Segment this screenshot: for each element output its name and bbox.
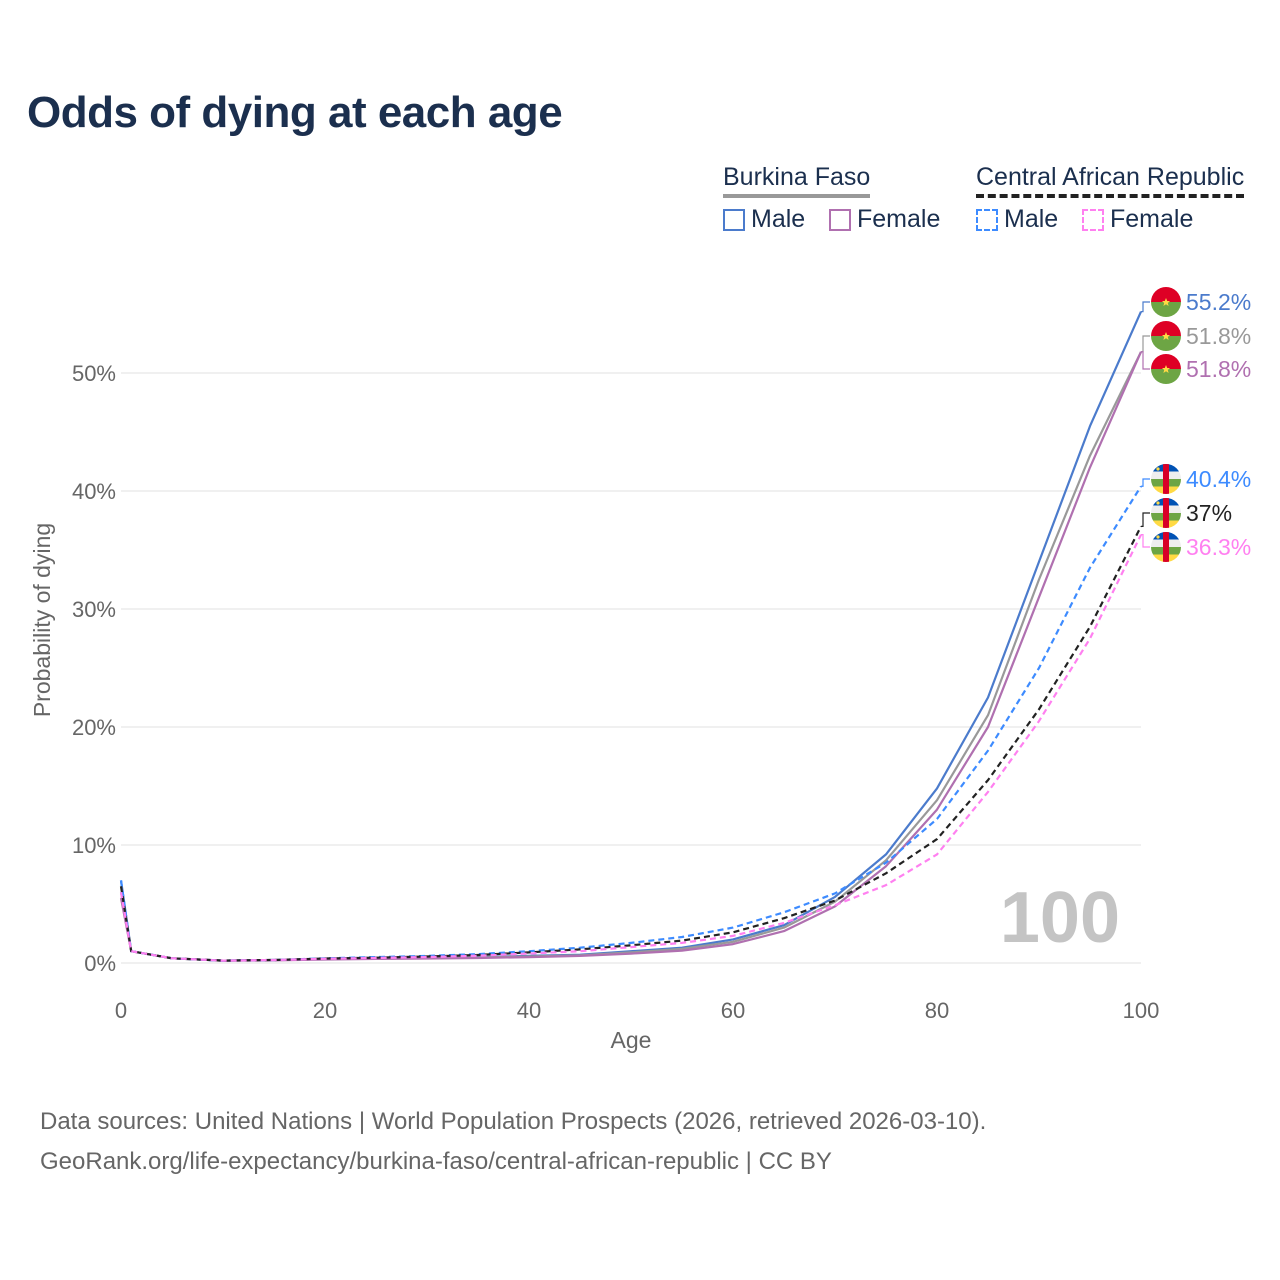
flag-stripe <box>1163 532 1169 562</box>
legend-swatch <box>829 208 851 231</box>
legend-swatch <box>976 208 998 231</box>
end-value-label: 51.8% <box>1186 323 1251 349</box>
label-connector <box>1141 478 1150 487</box>
series-line <box>119 485 1142 962</box>
label-connector <box>1141 335 1150 353</box>
flag-star <box>1162 365 1170 373</box>
legend-swatch <box>723 208 745 231</box>
label-connector <box>1141 534 1150 548</box>
legend-label: Female <box>857 205 941 233</box>
end-value-label: 40.4% <box>1186 466 1251 492</box>
y-tick-label: 30% <box>72 597 116 622</box>
plot-area: 0% 10% 20% 30% 40% 50% 0 20 40 60 80 100 100 55.2% 5… <box>29 287 1251 1053</box>
x-tick-label: 20 <box>313 998 337 1023</box>
flag-stripe <box>1163 498 1169 528</box>
car-flag-icon <box>1151 464 1181 494</box>
flag-star <box>1156 467 1160 471</box>
legend-country-burkina-faso: Burkina Faso <box>723 163 871 198</box>
label-connector <box>1141 301 1150 313</box>
legend-label: Male <box>1004 205 1059 233</box>
y-tick-label: 0% <box>84 951 116 976</box>
flag-body <box>1151 498 1181 528</box>
label-connector <box>1141 512 1150 527</box>
legend-swatch <box>1082 208 1104 231</box>
end-value-label: 55.2% <box>1186 289 1251 315</box>
series-line <box>119 351 1143 962</box>
x-tick-label: 0 <box>115 998 127 1023</box>
legend-car-male: Male <box>976 205 1058 234</box>
flag-stripe <box>1151 336 1181 351</box>
flag-stripe <box>1151 321 1181 336</box>
y-tick-label: 20% <box>72 715 116 740</box>
series-line <box>119 525 1142 962</box>
legend-bf-female: Female <box>829 205 940 234</box>
y-tick-label: 50% <box>72 361 116 386</box>
flag-stripe <box>1163 464 1169 494</box>
y-tick-label: 40% <box>72 479 116 504</box>
flag-body <box>1151 464 1181 494</box>
flag-body <box>1151 532 1181 562</box>
car-flag-icon <box>1151 498 1181 528</box>
flag-star <box>1156 501 1160 505</box>
burkina-faso-flag-icon <box>1151 287 1181 317</box>
label-connector <box>1141 351 1150 370</box>
flag-body <box>1151 287 1181 317</box>
legend-bf-male: Male <box>723 205 805 234</box>
x-tick-label: 100 <box>1123 998 1160 1023</box>
x-tick-label: 40 <box>517 998 541 1023</box>
flag-body <box>1151 321 1181 351</box>
year-watermark: 100 <box>1000 878 1120 958</box>
y-tick-label: 10% <box>72 833 116 858</box>
flag-stripe <box>1151 369 1181 384</box>
flag-body <box>1151 354 1181 384</box>
x-tick-label: 80 <box>925 998 949 1023</box>
y-axis-label: Probability of dying <box>29 523 55 717</box>
burkina-faso-flag-icon <box>1151 354 1181 384</box>
flag-stripe <box>1151 287 1181 302</box>
flag-stripe <box>1151 354 1181 369</box>
end-value-label: 37% <box>1186 500 1232 526</box>
series-line <box>119 534 1142 962</box>
flag-star <box>1156 535 1160 539</box>
burkina-faso-flag-icon <box>1151 321 1181 351</box>
legend-label: Male <box>751 205 806 233</box>
x-axis-label: Age <box>611 1027 652 1053</box>
series-line <box>119 311 1143 962</box>
series-line <box>119 351 1142 962</box>
end-value-label: 36.3% <box>1186 534 1251 560</box>
flag-stripe <box>1151 302 1181 317</box>
legend-country-car: Central African Republic <box>976 163 1245 198</box>
car-flag-icon <box>1151 532 1181 562</box>
x-tick-label: 60 <box>721 998 745 1023</box>
source-line-1: Data sources: United Nations | World Pop… <box>40 1108 987 1135</box>
legend-car-female: Female <box>1082 205 1193 234</box>
source-line-2: GeoRank.org/life-expectancy/burkina-faso… <box>40 1148 832 1175</box>
chart-title: Odds of dying at each age <box>27 88 563 137</box>
flag-star <box>1162 298 1170 306</box>
flag-star <box>1162 332 1170 340</box>
end-value-label: 51.8% <box>1186 356 1251 382</box>
legend-label: Female <box>1110 205 1194 233</box>
